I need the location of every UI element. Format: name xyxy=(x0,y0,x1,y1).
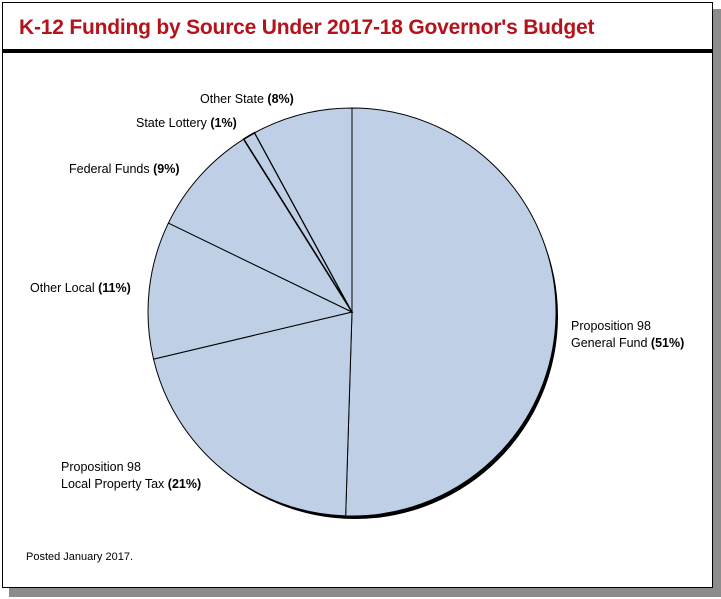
chart-title: K-12 Funding by Source Under 2017-18 Gov… xyxy=(19,16,595,39)
label-other-local: Other Local (11%) xyxy=(30,281,131,295)
pie-slice xyxy=(167,138,354,314)
pie-slice xyxy=(147,222,354,360)
chart-header: K-12 Funding by Source Under 2017-18 Gov… xyxy=(3,3,712,53)
label-other-state: Other State (8%) xyxy=(200,92,294,106)
pie-slice xyxy=(345,107,557,517)
label-prop98-local-property-tax: Proposition 98 Local Property Tax (21%) xyxy=(61,460,202,491)
pie-slices xyxy=(147,107,557,517)
pie-slice xyxy=(152,311,353,517)
pie-slice xyxy=(253,107,353,313)
label-prop98-general-fund: Proposition 98 General Fund (51%) xyxy=(571,319,685,350)
label-state-lottery: State Lottery (1%) xyxy=(136,116,237,130)
label-federal-funds: Federal Funds (9%) xyxy=(69,162,180,176)
posted-note: Posted January 2017. xyxy=(26,551,134,563)
